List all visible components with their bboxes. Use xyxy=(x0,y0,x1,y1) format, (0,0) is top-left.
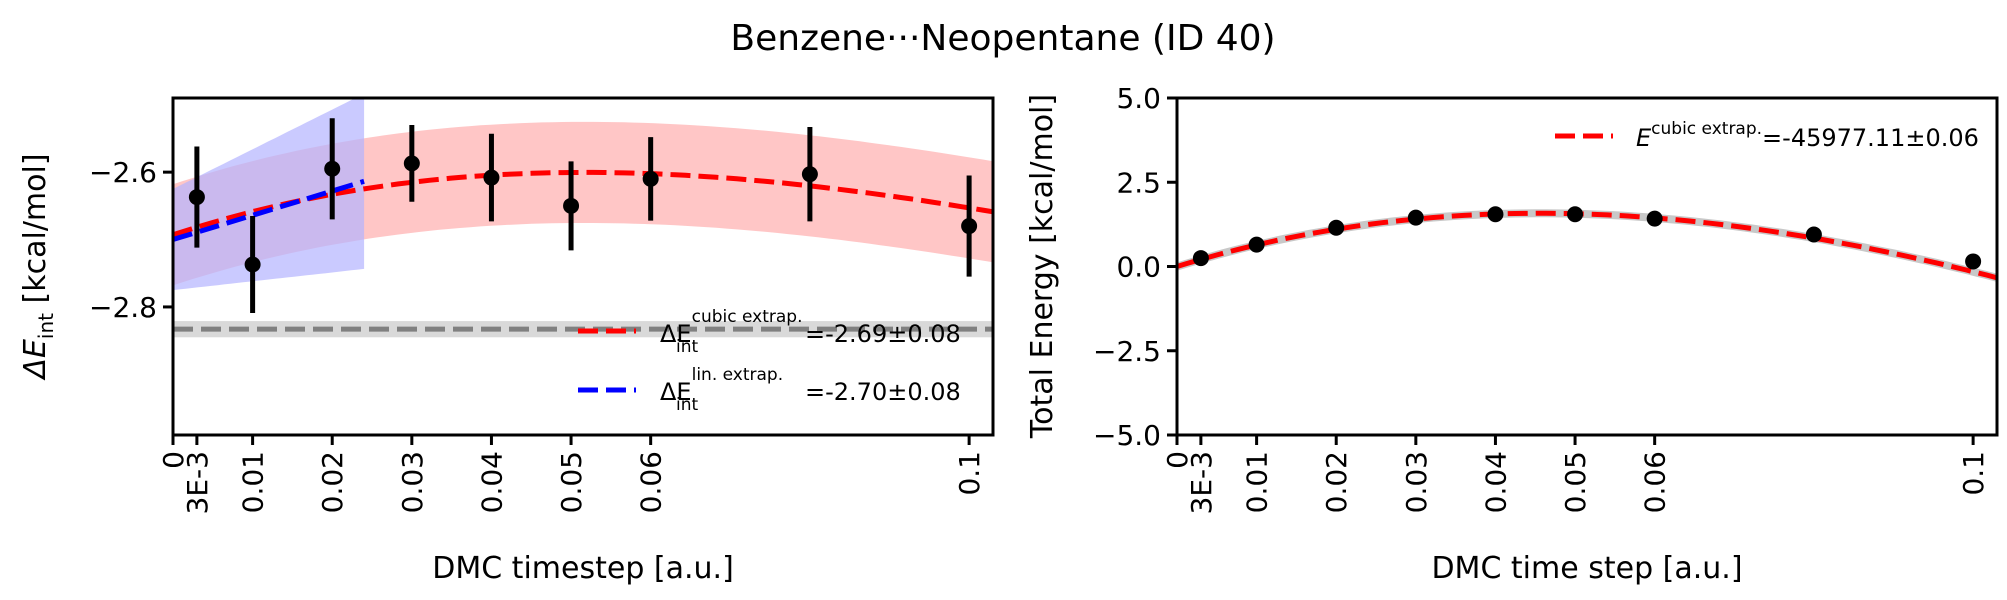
x-tick-label: 0.06 xyxy=(1639,451,1672,513)
data-point xyxy=(403,155,420,172)
data-point xyxy=(1248,236,1265,253)
y-tick-label: 5.0 xyxy=(1116,82,1161,115)
data-point xyxy=(563,197,580,214)
legend-energy-sup: cubic extrap. xyxy=(1651,119,1762,139)
x-tick-label: 3E-3 xyxy=(181,451,214,514)
left-plot-frame xyxy=(171,96,995,437)
legend-linear-main: ΔE xyxy=(660,378,692,406)
x-tick-label: 0.03 xyxy=(1400,451,1433,513)
data-point xyxy=(1805,226,1822,243)
right-plot-frame xyxy=(1175,96,1999,437)
data-point xyxy=(1487,206,1504,223)
left-axis-ticks: 03E-3 0.01 0.02 0.03 0.04 0.05 0.06 0.1 −2.8 −2.6 xyxy=(89,156,986,514)
data-point xyxy=(961,218,978,235)
left-y-axis-label: ΔEint [kcal/mol] xyxy=(18,153,58,380)
x-tick-label: 0.04 xyxy=(475,451,508,513)
y-tick-label: −5.0 xyxy=(1093,419,1161,452)
legend-cubic-main: ΔE xyxy=(660,320,692,348)
left-y-axis-label-sub: int xyxy=(34,313,58,339)
legend-linear-sup: lin. extrap. xyxy=(692,365,784,385)
legend-cubic-sub: int xyxy=(676,337,698,357)
x-tick-label: 0.03 xyxy=(396,451,429,513)
y-tick-label: 0.0 xyxy=(1116,251,1161,284)
data-point xyxy=(1646,210,1663,227)
left-plot-content xyxy=(173,98,993,338)
left-plot-area xyxy=(173,98,993,338)
right-plot-area xyxy=(1177,206,1997,282)
legend-energy-main: E xyxy=(1636,124,1652,152)
y-tick-label: 2.5 xyxy=(1116,166,1161,199)
left-x-axis-label: DMC timestep [a.u.] xyxy=(432,551,734,586)
x-tick-label: 0.1 xyxy=(1957,451,1990,496)
x-tick-label: 0.02 xyxy=(1320,451,1353,513)
right-axis-ticks: 03E-3 0.01 0.02 0.03 0.04 0.05 0.06 0.1 −5.0 −2.5… xyxy=(1093,82,1990,514)
x-tick-label: 0.05 xyxy=(1559,451,1592,513)
cubic-fit-band xyxy=(173,121,993,286)
left-y-axis-label-main: ΔE xyxy=(18,339,53,381)
x-tick-label: 0.01 xyxy=(1241,451,1274,513)
linear-fit-band xyxy=(173,98,365,291)
data-point xyxy=(188,189,205,206)
legend-energy-label: Ecubic extrap.=-45977.11±0.06 xyxy=(1636,119,1979,152)
linear-fit-line xyxy=(173,178,365,242)
x-tick-label: 0 xyxy=(157,451,190,469)
energy-fit-underlay xyxy=(1177,209,1997,282)
x-tick-label: 0.06 xyxy=(635,451,668,513)
cubic-fit-line xyxy=(1177,210,1997,281)
data-point xyxy=(1328,219,1345,236)
x-tick-label: 0.05 xyxy=(555,451,588,513)
legend-cubic-label: ΔEcubic extrap. xyxy=(660,307,802,348)
y-tick-label: −2.8 xyxy=(89,291,157,324)
x-tick-label: 0.02 xyxy=(316,451,349,513)
legend-energy-value: =-45977.11±0.06 xyxy=(1762,124,1979,152)
right-x-axis-label: DMC time step [a.u.] xyxy=(1431,551,1742,586)
legend-linear-value: =-2.70±0.08 xyxy=(805,378,961,406)
y-tick-label: −2.6 xyxy=(89,156,157,189)
x-tick-label: 0 xyxy=(1161,451,1194,469)
data-point xyxy=(1965,253,1982,270)
y-tick-label: −2.5 xyxy=(1093,335,1161,368)
right-legend: Ecubic extrap.=-45977.11±0.06 xyxy=(1555,119,1979,152)
data-point xyxy=(1567,206,1584,223)
x-tick-label: 0.01 xyxy=(237,451,270,513)
x-tick-label: 3E-3 xyxy=(1185,451,1218,514)
data-point xyxy=(1407,209,1424,226)
legend-linear-sub: int xyxy=(676,395,698,415)
data-point xyxy=(244,256,261,273)
data-point xyxy=(642,170,659,187)
data-point xyxy=(483,169,500,186)
legend-cubic-value: =-2.69±0.08 xyxy=(805,320,961,348)
data-point xyxy=(324,160,341,177)
data-point xyxy=(1192,250,1209,267)
right-plot-panel: 03E-3 0.01 0.02 0.03 0.04 0.05 0.06 0.1 −5.0 −2.5… xyxy=(1025,82,1999,586)
right-y-axis-label: Total Energy [kcal/mol] xyxy=(1025,94,1060,439)
x-tick-label: 0.1 xyxy=(953,451,986,496)
x-tick-label: 0.04 xyxy=(1479,451,1512,513)
left-legend: ΔEcubic extrap. int =-2.69±0.08 ΔElin. e… xyxy=(578,307,961,415)
left-y-axis-label-unit: [kcal/mol] xyxy=(18,153,53,313)
legend-linear-label: ΔElin. extrap. xyxy=(660,365,783,406)
legend-cubic-sup: cubic extrap. xyxy=(692,307,803,327)
left-plot-panel: 03E-3 0.01 0.02 0.03 0.04 0.05 0.06 0.1 −2.8 −2.6… xyxy=(18,96,995,586)
data-point xyxy=(801,166,818,183)
right-plot-content xyxy=(1177,206,1997,282)
figure-title: Benzene···Neopentane (ID 40) xyxy=(730,18,1275,59)
